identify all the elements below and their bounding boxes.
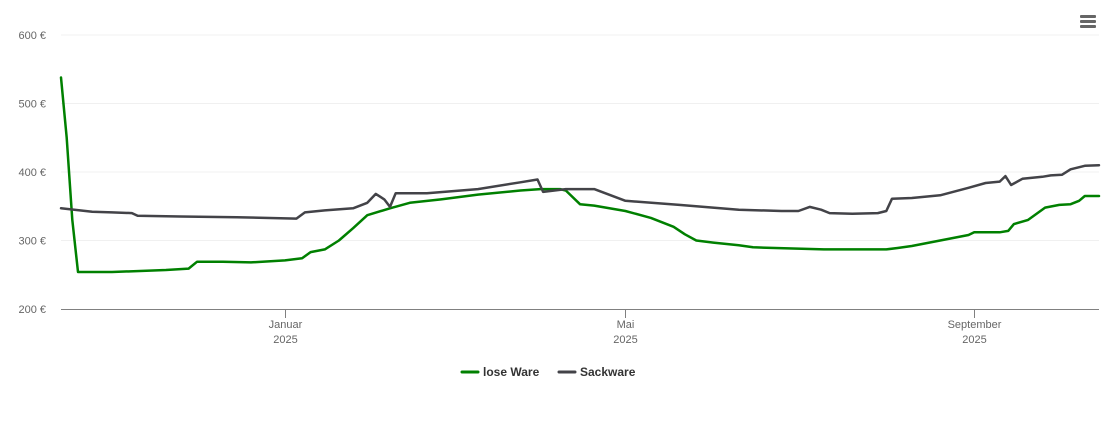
x-tick-label-month: Mai	[617, 319, 635, 331]
y-tick-label: 500 €	[18, 99, 46, 111]
y-tick-label: 300 €	[18, 236, 46, 248]
legend: lose Ware Sackware	[460, 365, 636, 379]
x-tick-label-month: September	[948, 319, 1002, 331]
y-tick-label: 400 €	[18, 167, 46, 179]
series-layer	[59, 76, 1101, 274]
axis-layer: 200 € 300 € 400 € 500 € 600 € Januar 2025 Mai 20…	[18, 30, 1099, 346]
hamburger-menu-icon	[1080, 15, 1096, 28]
x-tick-label-year: 2025	[613, 334, 637, 346]
legend-label: lose Ware	[483, 365, 540, 379]
legend-label: Sackware	[580, 365, 636, 379]
y-tick-label: 600 €	[18, 30, 46, 42]
legend-item-sackware[interactable]: Sackware	[557, 365, 636, 379]
x-tick-label-year: 2025	[273, 334, 297, 346]
series-line-sackware[interactable]	[59, 163, 1101, 220]
x-tick-label-year: 2025	[962, 334, 986, 346]
x-tick-label-month: Januar	[269, 319, 303, 331]
series-line-lose-ware[interactable]	[59, 76, 1101, 274]
grid-layer	[61, 34, 1099, 241]
chart-menu-button[interactable]	[1074, 8, 1102, 34]
y-tick-label: 200 €	[18, 304, 46, 316]
legend-item-lose-ware[interactable]: lose Ware	[460, 365, 540, 379]
